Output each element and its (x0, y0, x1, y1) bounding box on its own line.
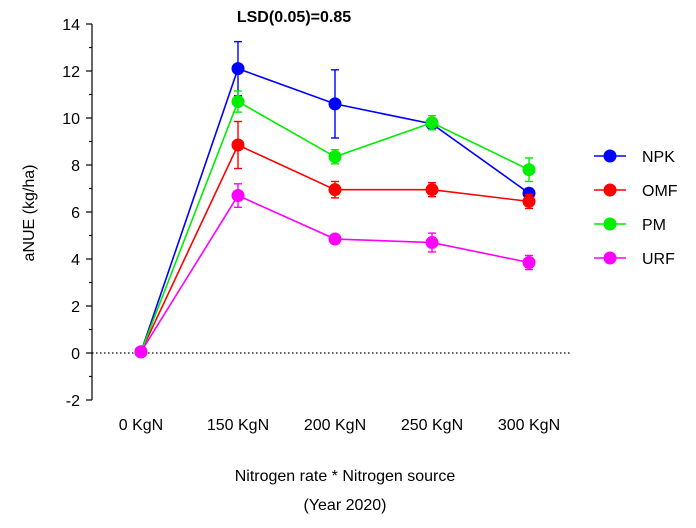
legend-label: PM (642, 217, 666, 234)
chart-title: LSD(0.05)=0.85 (237, 9, 351, 26)
series-urf (134, 183, 536, 359)
x-tick-label: 150 KgN (207, 417, 269, 434)
legend-item-omf: OMF (594, 183, 678, 200)
series-line (140, 143, 530, 353)
legend-item-npk: NPK (594, 149, 675, 166)
y-tick-label: 10 (62, 111, 80, 128)
data-point (522, 194, 536, 208)
x-axis-sublabel: (Year 2020) (303, 497, 386, 514)
legend-item-pm: PM (594, 217, 666, 234)
data-point (425, 116, 439, 130)
legend-marker (603, 217, 617, 231)
legend-marker (603, 183, 617, 197)
y-tick-label: 2 (71, 299, 80, 316)
x-axis-label: Nitrogen rate * Nitrogen source (235, 468, 456, 485)
data-point (425, 236, 439, 250)
y-tick-label: 0 (71, 346, 80, 363)
data-point (134, 345, 148, 359)
data-point (522, 163, 536, 177)
y-tick-label: 14 (62, 17, 80, 34)
data-point (231, 62, 245, 76)
plot-area (134, 40, 536, 359)
y-tick-label: 8 (71, 158, 80, 175)
legend-item-urf: URF (594, 251, 675, 268)
x-tick-label: 300 KgN (498, 417, 560, 434)
legend: NPK OMF PM URF (594, 149, 678, 268)
legend-label: OMF (642, 183, 678, 200)
data-point (425, 183, 439, 197)
data-point (328, 232, 342, 246)
legend-marker (603, 149, 617, 163)
data-point (231, 95, 245, 109)
x-tick-label: 0 KgN (119, 417, 163, 434)
legend-marker (603, 251, 617, 265)
data-point (328, 97, 342, 111)
series-npk (134, 40, 536, 359)
y-tick-label: 4 (71, 252, 80, 269)
legend-label: URF (642, 251, 675, 268)
x-tick-label: 250 KgN (401, 417, 463, 434)
y-tick-label: -2 (66, 393, 80, 410)
y-tick-label: 12 (62, 64, 80, 81)
data-point (522, 256, 536, 270)
x-tick-label: 200 KgN (304, 417, 366, 434)
series-line (140, 194, 530, 353)
data-point (328, 150, 342, 164)
y-tick-label: 6 (71, 205, 80, 222)
legend-label: NPK (642, 149, 675, 166)
data-point (231, 138, 245, 152)
data-point (328, 183, 342, 197)
axes: -2 0 2 4 6 8 10 12 14 0 KgN 150 KgN 200 KgN 250 KgN 3… (62, 17, 572, 434)
y-axis-label: aNUE (kg/ha) (21, 165, 38, 262)
data-point (231, 189, 245, 203)
